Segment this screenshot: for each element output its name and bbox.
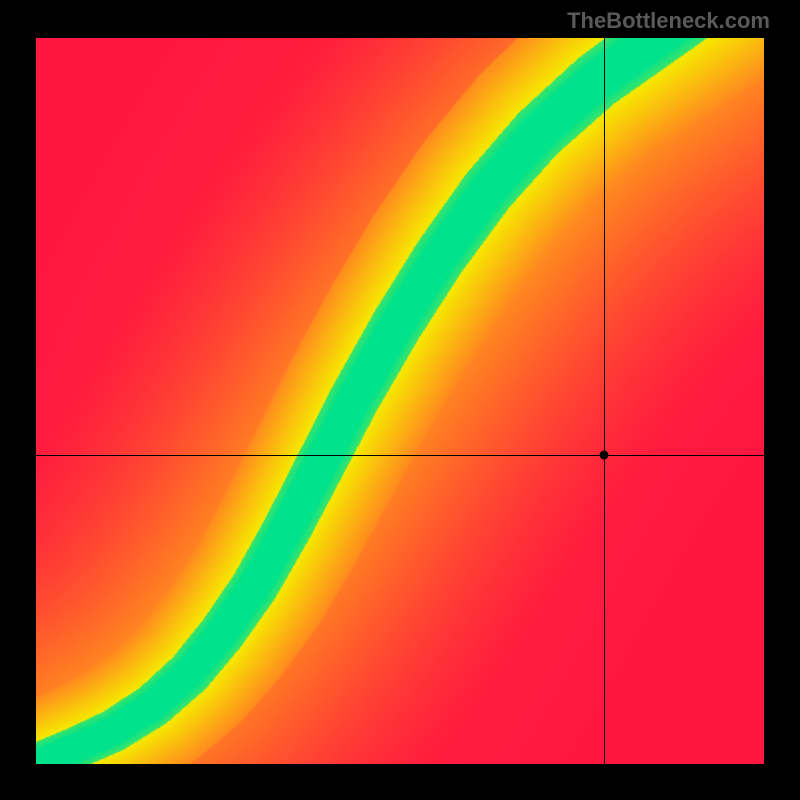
heatmap-canvas (36, 38, 764, 764)
crosshair-vertical (604, 38, 605, 764)
watermark-text: TheBottleneck.com (567, 8, 770, 34)
plot-area (36, 38, 764, 764)
crosshair-horizontal (36, 455, 764, 456)
crosshair-dot (599, 451, 608, 460)
